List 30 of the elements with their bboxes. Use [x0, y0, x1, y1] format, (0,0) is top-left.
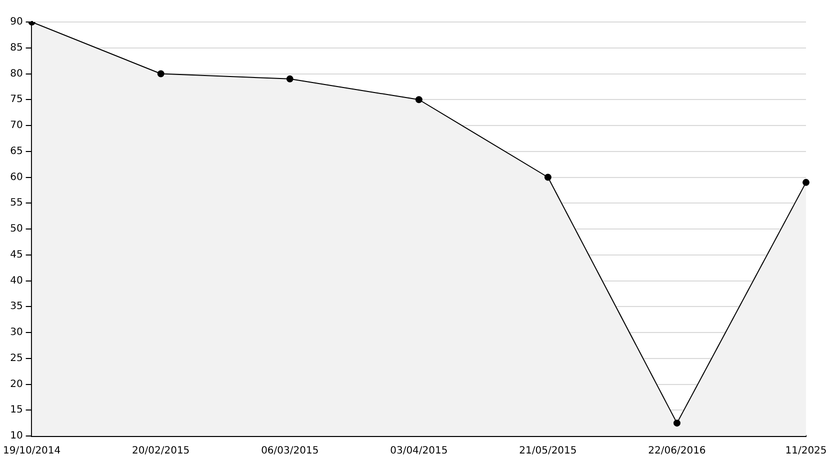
- y-tick-label: 55: [10, 198, 23, 209]
- x-tick-label: 06/03/2015: [261, 446, 319, 457]
- y-tick-label: 50: [10, 224, 23, 235]
- x-tick-label: 22/06/2016: [648, 446, 706, 457]
- y-tick-label: 45: [10, 249, 23, 260]
- y-tick-label: 75: [10, 94, 23, 106]
- y-tick-label: 25: [10, 352, 23, 364]
- x-tick-label: 11/2025: [785, 446, 827, 457]
- y-tick-label: 80: [10, 68, 23, 80]
- y-tick-label: 40: [10, 275, 23, 286]
- y-tick-label: 70: [10, 120, 23, 132]
- y-tick-label: 30: [10, 327, 23, 338]
- y-tick-label: 10: [10, 430, 23, 442]
- y-tick-label: 15: [10, 404, 23, 416]
- point: [802, 178, 810, 186]
- x-tick-label: 20/02/2015: [132, 446, 190, 457]
- y-tick-label: 85: [10, 42, 23, 54]
- y-tick-label: 90: [10, 16, 23, 28]
- point: [415, 96, 422, 104]
- point: [286, 75, 294, 82]
- y-tick-label: 20: [10, 378, 23, 390]
- x-tick-label: 03/04/2015: [390, 446, 448, 457]
- x-tick-label: 21/05/2015: [519, 446, 577, 457]
- point: [157, 70, 164, 78]
- point: [673, 420, 680, 427]
- x-tick-label: 19/10/2014: [3, 446, 61, 457]
- y-tick-label: 35: [10, 301, 23, 312]
- y-tick-label: 65: [10, 146, 23, 157]
- y-tick-label: 60: [10, 172, 23, 183]
- point: [544, 174, 552, 181]
